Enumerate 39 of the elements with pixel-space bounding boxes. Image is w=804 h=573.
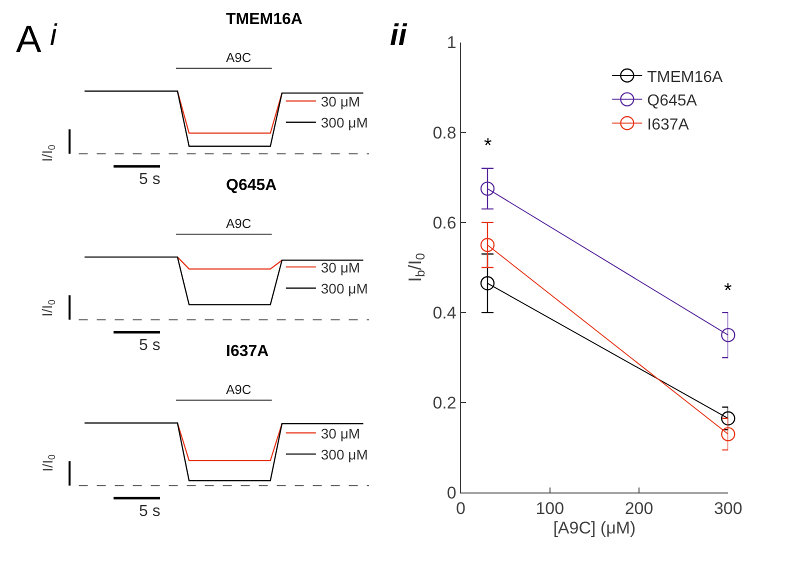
chart-title: TMEM16A bbox=[226, 11, 303, 28]
x-tick-label: 300 bbox=[714, 499, 742, 518]
legend-label: 300 μM bbox=[320, 280, 368, 297]
chart-title: I637A bbox=[226, 343, 270, 360]
x-tick-label: 100 bbox=[536, 499, 564, 518]
text: 5 s bbox=[139, 337, 160, 354]
legend-label: Q645A bbox=[647, 92, 698, 110]
y-tick-label: 0.8 bbox=[432, 123, 456, 142]
y-tick-label: 0 bbox=[446, 484, 456, 503]
legend-label: TMEM16A bbox=[647, 68, 724, 86]
y-tick-label: 0.6 bbox=[432, 213, 456, 232]
text: A9C bbox=[226, 382, 252, 397]
text: A9C bbox=[226, 216, 252, 231]
legend-label: 30 μM bbox=[320, 93, 360, 110]
legend-label: 300 μM bbox=[320, 446, 368, 463]
y-tick-label: 1 bbox=[446, 33, 456, 52]
legend-label: 30 μM bbox=[320, 259, 360, 276]
point bbox=[721, 411, 736, 426]
y-tick-label: 0.4 bbox=[432, 304, 456, 322]
y-tick-label: 0.2 bbox=[432, 394, 456, 413]
text: i bbox=[50, 19, 58, 52]
text: 5 s bbox=[139, 503, 160, 520]
legend-label: I637A bbox=[647, 116, 690, 134]
text: A9C bbox=[226, 50, 252, 65]
x-tick-label: 200 bbox=[624, 499, 654, 518]
point bbox=[480, 182, 495, 196]
point bbox=[721, 328, 736, 342]
point bbox=[480, 238, 495, 252]
point bbox=[480, 276, 495, 290]
point bbox=[721, 427, 736, 442]
text: A bbox=[16, 19, 42, 61]
annotation: * bbox=[724, 280, 732, 302]
x-axis-title: [A9C] (μM) bbox=[553, 518, 636, 538]
legend-label: 300 μM bbox=[320, 114, 368, 131]
text: ii bbox=[390, 19, 408, 52]
text: 5 s bbox=[139, 171, 160, 188]
annotation: * bbox=[484, 135, 492, 157]
chart-title: Q645A bbox=[226, 177, 278, 194]
legend-label: 30 μM bbox=[320, 425, 360, 442]
